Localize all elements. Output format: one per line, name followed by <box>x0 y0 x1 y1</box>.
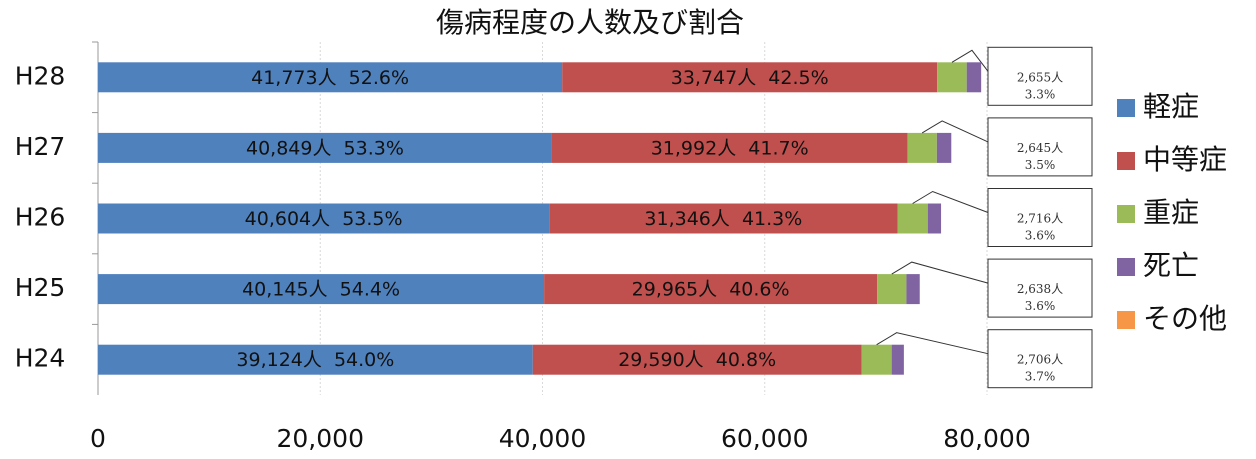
y-tick-label: H26 <box>15 203 66 232</box>
bar-segment <box>98 62 563 93</box>
bar-segment <box>861 344 892 375</box>
data-label: 2,716人 3.6% <box>1017 211 1063 242</box>
callout-line <box>912 190 989 213</box>
data-label-line: 3.6% <box>1025 228 1056 242</box>
data-label: 2,706人 3.7% <box>1017 352 1063 383</box>
callout-box <box>987 188 1093 247</box>
legend-label: その他 <box>1143 302 1227 335</box>
y-tick-label: H24 <box>15 344 66 373</box>
callout-line <box>951 49 989 72</box>
data-label: 29,965人 40.6% <box>632 279 790 301</box>
data-label: 41,773人 52.6% <box>251 67 409 89</box>
y-tick-label: H28 <box>15 61 66 90</box>
data-label: 33,747人 42.5% <box>671 67 829 89</box>
callout-line <box>921 120 989 143</box>
data-label: 31,346人 41.3% <box>644 208 802 230</box>
x-tick-label: 40,000 <box>499 424 586 453</box>
bar-segment <box>532 344 862 375</box>
bar-segment <box>549 203 898 234</box>
bar-segment <box>562 62 938 93</box>
data-label: 39,124人 54.0% <box>236 349 394 371</box>
data-label-line: 2,655人 <box>1017 70 1063 84</box>
data-label-line: 2,645人 <box>1017 140 1063 154</box>
bar-segment <box>98 132 552 163</box>
callout-box <box>987 117 1093 177</box>
data-label: 2,638人 3.6% <box>1017 282 1063 313</box>
data-label: 31,992人 41.7% <box>651 137 809 159</box>
callout-box <box>987 46 1093 106</box>
legend-label: 死亡 <box>1143 249 1199 282</box>
bar-segment <box>891 344 904 375</box>
callout-line <box>876 332 989 355</box>
data-label: 2,645人 3.5% <box>1017 140 1063 171</box>
bar-segment <box>544 274 878 305</box>
bar-segment <box>937 62 967 93</box>
data-label-line: 3.7% <box>1025 369 1056 383</box>
data-label-line: 3.3% <box>1025 87 1056 101</box>
data-label: 29,590人 40.8% <box>618 349 776 371</box>
bar-segment <box>877 274 907 305</box>
x-tick-label: 20,000 <box>277 424 364 453</box>
data-label: 40,849人 53.3% <box>246 137 404 159</box>
data-label: 40,145人 54.4% <box>242 279 400 301</box>
bar-segment <box>936 132 952 163</box>
data-label: 2,655人 3.3% <box>1017 70 1063 101</box>
legend-swatch <box>1117 99 1135 117</box>
chart-title: 傷病程度の人数及び割合 <box>436 6 744 39</box>
data-label-line: 2,706人 <box>1017 352 1063 366</box>
legend-swatch <box>1117 258 1135 276</box>
legend-swatch <box>1117 152 1135 170</box>
bar-segment <box>907 132 937 163</box>
data-label-line: 3.5% <box>1025 157 1056 171</box>
data-label-line: 2,638人 <box>1017 282 1063 296</box>
legend-label: 重症 <box>1143 196 1199 229</box>
legend-swatch <box>1117 205 1135 223</box>
x-tick-label: 0 <box>90 424 106 453</box>
y-tick-label: H25 <box>15 273 66 302</box>
bar-segment <box>966 62 982 93</box>
bar-segment <box>897 203 928 234</box>
legend-label: 軽症 <box>1143 90 1199 123</box>
bar-segment <box>551 132 908 163</box>
bar-segment <box>98 274 545 305</box>
x-tick-label: 60,000 <box>721 424 808 453</box>
data-label: 40,604人 53.5% <box>245 208 403 230</box>
bar-segment <box>98 203 550 234</box>
callout-box <box>987 258 1093 318</box>
data-label-line: 3.6% <box>1025 299 1056 313</box>
data-label-line: 2,716人 <box>1017 211 1063 225</box>
y-tick-label: H27 <box>15 132 66 161</box>
callout-line <box>891 261 989 284</box>
callout-box <box>987 329 1093 389</box>
legend-swatch <box>1117 311 1135 329</box>
legend-label: 中等症 <box>1143 143 1227 176</box>
bar-segment <box>927 203 942 234</box>
x-tick-label: 80,000 <box>943 424 1030 453</box>
bar-segment <box>906 274 920 305</box>
bar-segment <box>98 344 533 375</box>
